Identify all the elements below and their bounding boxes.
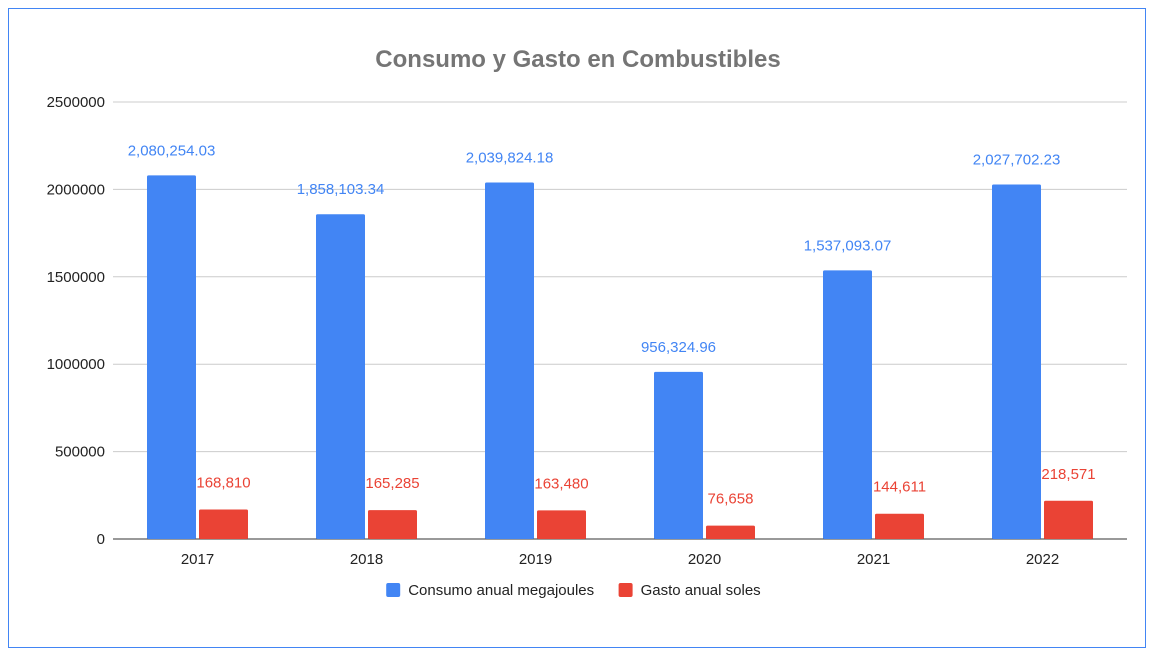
data-label: 1,858,103.34 xyxy=(297,181,385,198)
bar-consumo-2019 xyxy=(485,182,534,540)
x-tick-label: 2017 xyxy=(181,551,214,568)
legend-swatch-consumo xyxy=(386,583,401,597)
bar-gasto-2020 xyxy=(706,525,755,539)
y-tick-label: 2000000 xyxy=(47,181,105,198)
y-tick-label: 1500000 xyxy=(47,269,105,286)
y-tick-label: 0 xyxy=(97,531,105,548)
bar-gasto-2021 xyxy=(875,513,924,539)
data-label: 1,537,093.07 xyxy=(804,237,892,254)
bar-consumo-2017 xyxy=(147,175,196,540)
y-tick-label: 1000000 xyxy=(47,356,105,373)
data-label: 956,324.96 xyxy=(641,339,716,356)
legend: Consumo anual megajoules Gasto anual sole… xyxy=(386,582,761,599)
bar-consumo-2021 xyxy=(823,270,872,539)
legend-label: Gasto anual soles xyxy=(641,582,761,599)
data-label: 76,658 xyxy=(708,491,754,508)
bar-consumo-2018 xyxy=(316,214,365,539)
bars xyxy=(147,175,1093,540)
chart-title: Consumo y Gasto en Combustibles xyxy=(375,46,780,73)
bar-gasto-2018 xyxy=(368,510,417,539)
data-label: 168,810 xyxy=(196,474,250,491)
x-tick-label: 2021 xyxy=(857,551,890,568)
data-label: 2,039,824.18 xyxy=(466,149,554,166)
data-label: 144,611 xyxy=(873,479,926,496)
data-label: 2,027,702.23 xyxy=(973,152,1061,169)
chart-frame: Consumo y Gasto en Combustibles 0 500000 1… xyxy=(8,8,1146,648)
x-tick-label: 2022 xyxy=(1026,551,1059,568)
bar-gasto-2022 xyxy=(1044,500,1093,539)
grid-lines xyxy=(113,101,1127,540)
legend-label: Consumo anual megajoules xyxy=(408,582,594,599)
x-tick-label: 2020 xyxy=(688,551,721,568)
data-label: 163,480 xyxy=(534,475,588,492)
y-tick-label: 500000 xyxy=(55,444,105,461)
x-axis: 2017 2018 2019 2020 2021 2022 xyxy=(181,551,1059,568)
bar-gasto-2019 xyxy=(537,510,586,539)
bar-chart: Consumo y Gasto en Combustibles 0 500000 1… xyxy=(47,46,1127,599)
legend-swatch-gasto xyxy=(618,583,633,597)
x-tick-label: 2019 xyxy=(519,551,552,568)
bar-gasto-2017 xyxy=(199,509,248,539)
data-label: 2,080,254.03 xyxy=(128,142,216,159)
y-tick-label: 2500000 xyxy=(47,94,105,111)
data-label: 165,285 xyxy=(365,475,419,492)
data-label: 218,571 xyxy=(1041,466,1095,483)
data-labels: 2,080,254.03 168,810 1,858,103.34 165,285 2,… xyxy=(128,142,1096,507)
x-tick-label: 2018 xyxy=(350,551,383,568)
bar-consumo-2022 xyxy=(992,184,1041,539)
bar-consumo-2020 xyxy=(654,371,703,539)
y-axis: 0 500000 1000000 1500000 2000000 2500000 xyxy=(47,94,105,548)
